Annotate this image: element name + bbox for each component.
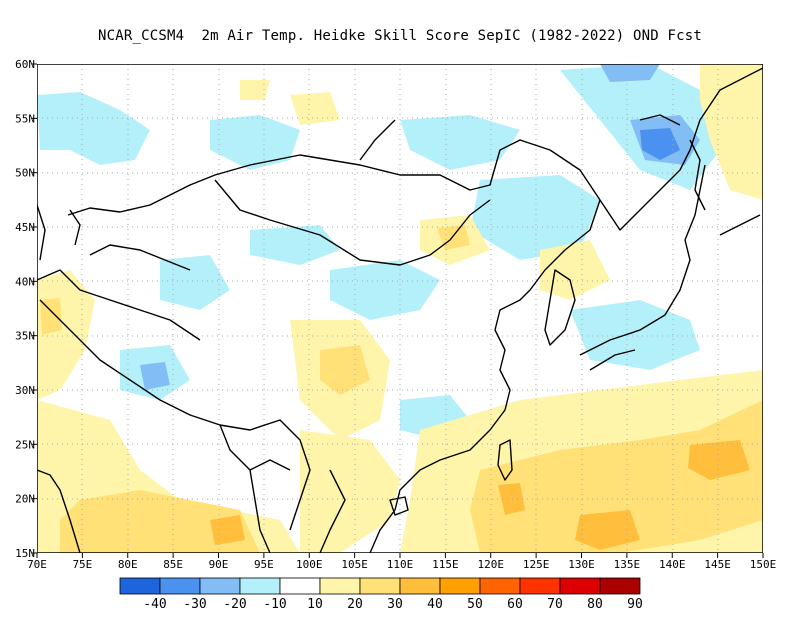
colorbar: -40 -30 -20 -10 10 20 30 40 50 60 70 80 90 <box>119 577 643 612</box>
lon-tick-label: 120E <box>478 558 505 571</box>
colorbar-swatch <box>199 577 241 595</box>
colorbar-swatch <box>159 577 201 595</box>
lon-tick-label: 85E <box>163 558 183 571</box>
colorbar-swatch <box>599 577 641 595</box>
lon-tick-label: 75E <box>72 558 92 571</box>
colorbar-label: -20 <box>223 597 246 612</box>
colorbar-swatch <box>519 577 561 595</box>
lat-tick-label: 45N <box>15 221 35 234</box>
colorbar-label: 90 <box>627 597 643 612</box>
lat-tick-label: 15N <box>15 547 35 560</box>
lon-tick-label: 115E <box>432 558 459 571</box>
colorbar-swatch <box>399 577 441 595</box>
lat-tick-label: 60N <box>15 58 35 71</box>
lon-tick-label: 130E <box>568 558 595 571</box>
lon-tick-label: 105E <box>341 558 368 571</box>
lon-tick-label: 110E <box>387 558 414 571</box>
colorbar-label: 70 <box>547 597 563 612</box>
colorbar-swatch <box>559 577 601 595</box>
latitude-ticks: 15N 20N 25N 30N 35N 40N 45N 50N 55N 60N <box>15 58 37 560</box>
colorbar-label: 20 <box>347 597 363 612</box>
lat-tick-label: 25N <box>15 438 35 451</box>
positive-skill-high <box>210 440 750 550</box>
longitude-ticks: 70E 75E 80E 85E 90E 95E 100E 105E 110E 115E 120E 12… <box>27 553 776 571</box>
colorbar-swatch <box>359 577 401 595</box>
lon-tick-label: 150E <box>750 558 777 571</box>
lon-tick-label: 145E <box>704 558 731 571</box>
colorbar-label: 80 <box>587 597 603 612</box>
map-panel <box>37 64 763 553</box>
colorbar-label: 60 <box>507 597 523 612</box>
colorbar-swatch <box>279 577 321 595</box>
coastlines <box>37 67 763 553</box>
colorbar-label: 40 <box>427 597 443 612</box>
lon-tick-label: 125E <box>523 558 550 571</box>
lat-tick-label: 55N <box>15 112 35 125</box>
colorbar-swatch <box>319 577 361 595</box>
colorbar-label: 50 <box>467 597 483 612</box>
colorbar-label: 30 <box>387 597 403 612</box>
lon-tick-label: 100E <box>296 558 323 571</box>
lon-tick-label: 80E <box>118 558 138 571</box>
colorbar-swatch <box>119 577 161 595</box>
colorbar-swatch <box>479 577 521 595</box>
lon-tick-label: 70E <box>27 558 47 571</box>
lon-tick-label: 140E <box>659 558 686 571</box>
map-title: NCAR_CCSM4 2m Air Temp. Heidke Skill Sco… <box>97 28 702 44</box>
map-gridlines <box>37 64 763 553</box>
lon-tick-label: 135E <box>614 558 641 571</box>
negative-skill-strong <box>640 128 680 160</box>
colorbar-label: -30 <box>183 597 206 612</box>
lat-tick-label: 35N <box>15 330 35 343</box>
lat-tick-label: 40N <box>15 275 35 288</box>
colorbar-swatch <box>239 577 281 595</box>
colorbar-label: 10 <box>307 597 323 612</box>
lon-tick-label: 90E <box>209 558 229 571</box>
lat-tick-label: 30N <box>15 384 35 397</box>
colorbar-swatch <box>439 577 481 595</box>
lon-tick-label: 95E <box>254 558 274 571</box>
colorbar-label: -10 <box>263 597 286 612</box>
lat-tick-label: 20N <box>15 493 35 506</box>
colorbar-label: -40 <box>143 597 166 612</box>
lat-tick-label: 50N <box>15 167 35 180</box>
